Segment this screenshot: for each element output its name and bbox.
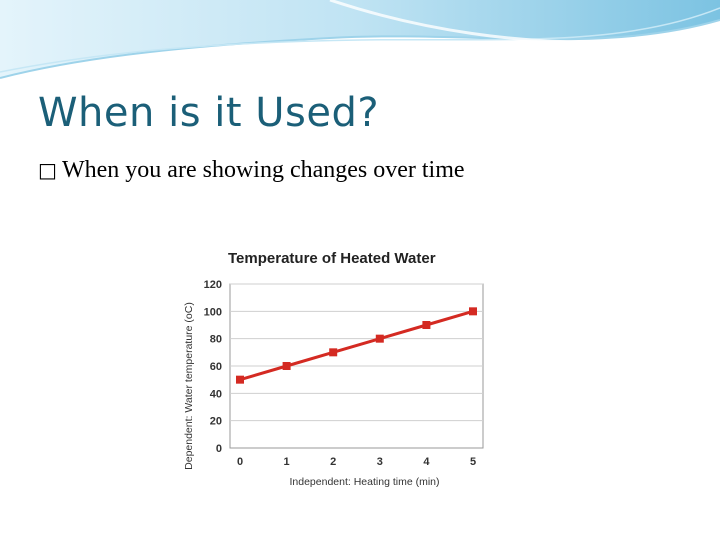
data-point — [236, 375, 244, 384]
chart-canvas: Temperature of Heated Water0204060801001… — [183, 250, 484, 488]
y-tick-label: 80 — [210, 334, 222, 346]
line-chart: Temperature of Heated Water 0 20 40 60 80 100 1… — [179, 240, 499, 492]
chart-title: Temperature of Heated Water — [228, 250, 436, 267]
y-tick-label: 120 — [204, 279, 222, 291]
data-point — [422, 321, 431, 329]
x-axis-label: Independent: Heating time (min) — [290, 476, 440, 488]
y-tick-label: 60 — [210, 361, 222, 373]
y-axis-label: Dependent: Water temperature (oC) — [183, 302, 195, 470]
x-tick-label: 4 — [423, 456, 430, 468]
x-tick-label: 5 — [470, 456, 476, 468]
slide-title: When is it Used? — [38, 90, 380, 136]
x-tick-label: 3 — [377, 456, 383, 468]
x-tick-label: 2 — [330, 456, 336, 468]
y-tick-label: 100 — [204, 306, 222, 318]
header-wave-decoration — [0, 0, 720, 79]
data-point — [329, 348, 338, 357]
data-point — [375, 334, 384, 343]
data-point — [469, 307, 477, 316]
series-line — [239, 309, 474, 382]
x-tick-label: 1 — [284, 456, 290, 468]
bullet-point: □ When you are showing changes over time — [38, 157, 465, 184]
y-tick-label: 20 — [210, 416, 222, 428]
bullet-text: When you are showing changes over time — [62, 157, 465, 183]
square-bullet-icon: □ — [38, 158, 57, 182]
data-point — [282, 362, 291, 370]
y-tick-label: 0 — [216, 443, 222, 455]
x-tick-label: 0 — [237, 456, 243, 468]
y-tick-label: 40 — [210, 388, 222, 400]
